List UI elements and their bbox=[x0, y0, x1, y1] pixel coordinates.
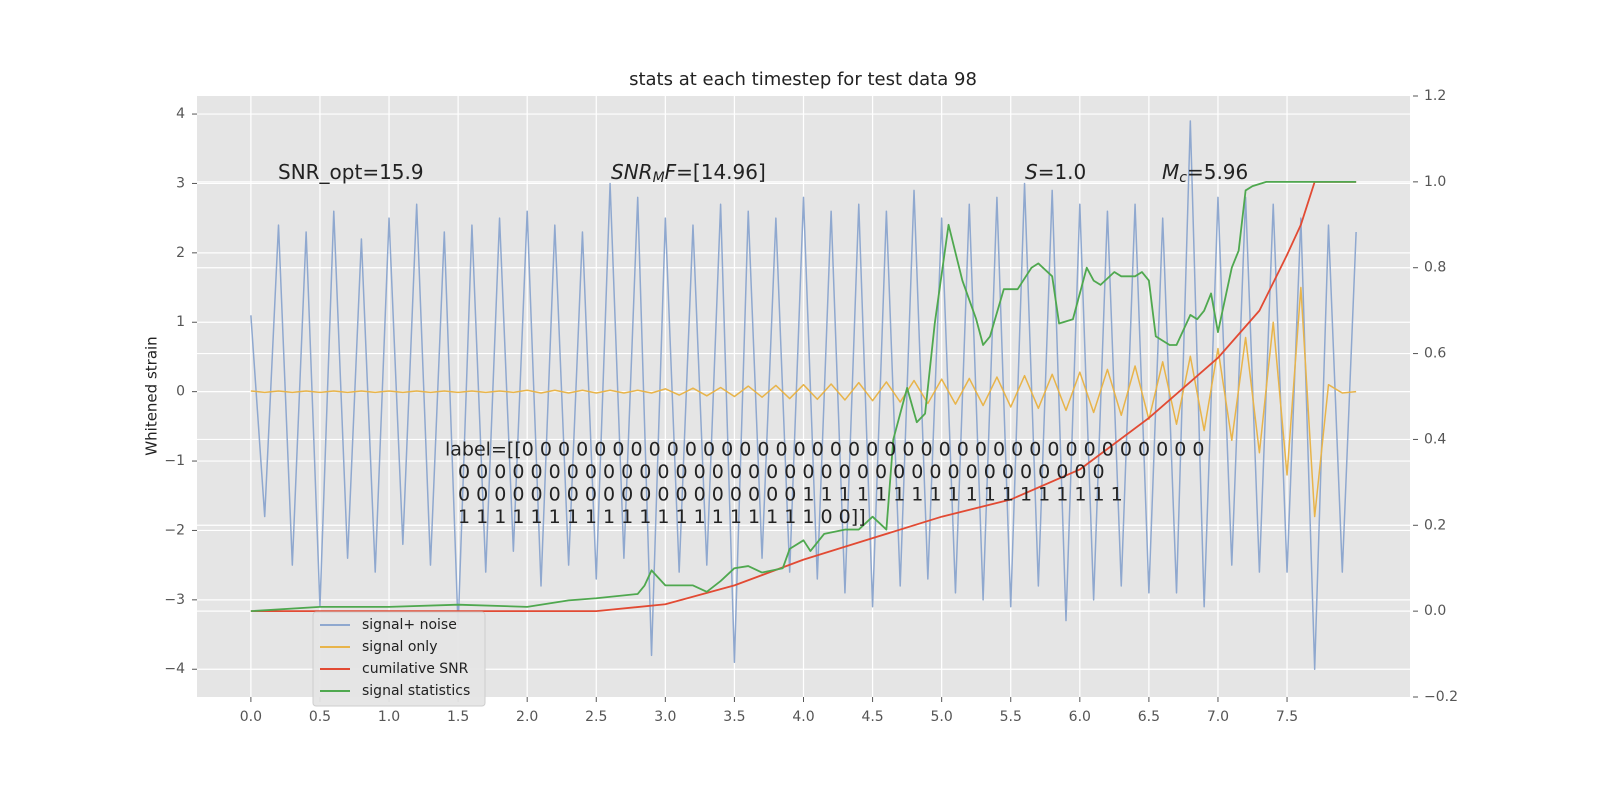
annotation-part: =[14.96] bbox=[676, 160, 766, 184]
series-line bbox=[250, 286, 1357, 518]
x-tick-label: 5.0 bbox=[931, 709, 953, 725]
x-tick-label: 4.0 bbox=[792, 709, 814, 725]
annotation-part: =1.0 bbox=[1038, 160, 1087, 184]
series-line bbox=[250, 180, 1357, 613]
y-tick-label: 0 bbox=[176, 384, 185, 400]
y-tick-label: −2 bbox=[164, 522, 185, 538]
legend: signal+ noise signal only cumilative SNR si… bbox=[312, 611, 486, 707]
x-tick-label: 3.0 bbox=[654, 709, 676, 725]
y2-tick-label: 0.6 bbox=[1424, 346, 1446, 362]
y-axis-label: Whitened strain bbox=[143, 336, 161, 455]
overlay: 0.0 0.5 1.0 1.5 2.0 2.5 3.0 3.5 4.0 4.5 5.0 5.5 6.0 6… bbox=[164, 88, 1458, 725]
x-tick-label: 3.5 bbox=[723, 709, 745, 725]
y-tick-label: 1 bbox=[176, 314, 185, 330]
annotation: S=1.0 bbox=[1025, 160, 1086, 184]
x-tick-label: 5.5 bbox=[1000, 709, 1022, 725]
legend-label: signal only bbox=[362, 639, 437, 655]
y2-tick-label: 0.2 bbox=[1424, 517, 1446, 533]
legend-label: cumilative SNR bbox=[362, 661, 469, 677]
y-tick-label: 3 bbox=[176, 175, 185, 191]
label-text: 0 0 0 0 0 0 0 0 0 0 0 0 0 0 0 0 0 0 0 1 … bbox=[458, 484, 1123, 506]
x-tick-label: 0.0 bbox=[240, 709, 262, 725]
annotation-part: SNR bbox=[611, 160, 653, 184]
x-tick-label: 7.5 bbox=[1276, 709, 1298, 725]
grid bbox=[197, 96, 1410, 697]
annotation-part: S bbox=[1025, 160, 1038, 184]
y2-tick-label: 1.2 bbox=[1424, 88, 1446, 104]
y-tick-label: −4 bbox=[164, 661, 185, 677]
label-text: label=[[0 0 0 0 0 0 0 0 0 0 0 0 0 0 0 0 … bbox=[445, 439, 1205, 461]
y2-tick-label: 0.4 bbox=[1424, 431, 1446, 447]
series-line bbox=[250, 180, 1357, 613]
annotation-part: =5.96 bbox=[1187, 160, 1248, 184]
series-layer bbox=[250, 120, 1357, 670]
x-tick-label: 1.0 bbox=[378, 709, 400, 725]
y-tick-label: −1 bbox=[164, 453, 185, 469]
y2-tick-label: 1.0 bbox=[1424, 174, 1446, 190]
x-tick-label: 6.5 bbox=[1138, 709, 1160, 725]
annotation-part: c bbox=[1179, 170, 1187, 186]
y2-tick-label: −0.2 bbox=[1424, 689, 1458, 705]
chart-title: stats at each timestep for test data 98 bbox=[629, 69, 977, 90]
annotation-part: SNR_opt=15.9 bbox=[278, 160, 424, 184]
legend-label: signal statistics bbox=[362, 683, 470, 699]
x-tick-label: 1.5 bbox=[447, 709, 469, 725]
label-text: 1 1 1 1 1 1 1 1 1 1 1 1 1 1 1 1 1 1 1 1 … bbox=[458, 506, 866, 528]
y-tick-label: 4 bbox=[176, 106, 185, 122]
annotation: SNRMF=[14.96] bbox=[611, 160, 766, 187]
y-tick-label: 2 bbox=[176, 245, 185, 261]
label-text: 0 0 0 0 0 0 0 0 0 0 0 0 0 0 0 0 0 0 0 0 … bbox=[458, 461, 1105, 483]
annotation-part: M bbox=[653, 170, 665, 186]
y2-tick-label: 0.0 bbox=[1424, 603, 1446, 619]
annotation-part: F bbox=[665, 160, 677, 184]
y2-tick-label: 0.8 bbox=[1424, 260, 1446, 276]
series-line bbox=[250, 120, 1357, 670]
x-tick-label: 2.5 bbox=[585, 709, 607, 725]
x-tick-label: 2.0 bbox=[516, 709, 538, 725]
x-tick-label: 4.5 bbox=[861, 709, 883, 725]
legend-box bbox=[312, 611, 486, 707]
y-tick-label: −3 bbox=[164, 592, 185, 608]
annotation: Mc=5.96 bbox=[1162, 160, 1248, 187]
legend-label: signal+ noise bbox=[362, 617, 457, 633]
x-tick-label: 0.5 bbox=[309, 709, 331, 725]
annotation: SNR_opt=15.9 bbox=[278, 160, 424, 184]
x-tick-label: 7.0 bbox=[1207, 709, 1229, 725]
x-tick-label: 6.0 bbox=[1069, 709, 1091, 725]
annotation-part: M bbox=[1162, 160, 1179, 184]
